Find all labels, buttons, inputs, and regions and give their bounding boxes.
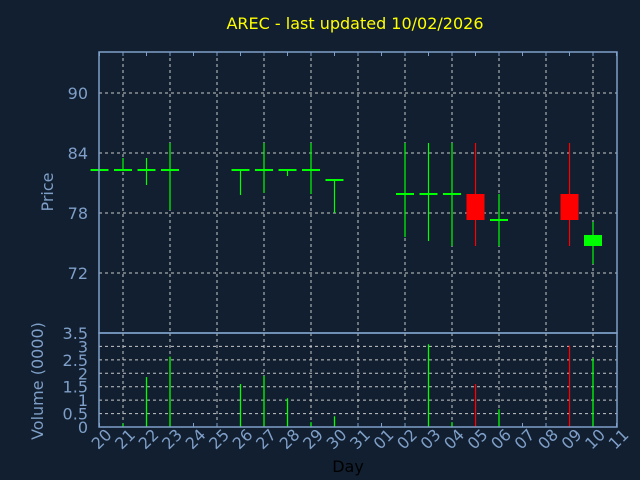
candle-29 bbox=[302, 143, 320, 194]
x-axis-label: Day bbox=[332, 457, 364, 476]
candle-04 bbox=[443, 143, 461, 246]
candle-26 bbox=[231, 169, 250, 195]
volume-tick-label: 2.5 bbox=[63, 351, 88, 370]
candle-21 bbox=[114, 158, 132, 171]
candle-body bbox=[490, 219, 508, 221]
candle-body bbox=[419, 193, 438, 195]
candle-02 bbox=[396, 143, 414, 237]
volume-axis-label: Volume (0000) bbox=[28, 322, 47, 440]
candle-body bbox=[231, 169, 250, 171]
volume-tick-label: 0 bbox=[78, 418, 88, 437]
candle-body bbox=[302, 169, 320, 171]
candle-body bbox=[466, 194, 485, 220]
candle-30 bbox=[325, 179, 344, 213]
candle-body bbox=[114, 169, 132, 171]
candle-body bbox=[278, 169, 297, 171]
volume-tick-label: 0.5 bbox=[63, 405, 88, 424]
candle-28 bbox=[278, 169, 297, 176]
chart-title: AREC - last updated 10/02/2026 bbox=[226, 14, 483, 33]
candle-27 bbox=[255, 143, 273, 193]
volume-tick-label: 2 bbox=[78, 364, 88, 383]
candle-06 bbox=[490, 194, 508, 246]
price-tick-label: 78 bbox=[68, 204, 88, 223]
price-tick-label: 72 bbox=[68, 264, 88, 283]
candle-body bbox=[584, 235, 602, 246]
volume-tick-label: 1.5 bbox=[63, 378, 88, 397]
x-tick-label: 11 bbox=[605, 425, 633, 453]
candle-body bbox=[325, 179, 344, 181]
candle-body bbox=[560, 194, 579, 220]
price-tick-label: 90 bbox=[68, 84, 88, 103]
candle-22 bbox=[137, 158, 156, 185]
candle-body bbox=[396, 193, 414, 195]
candle-03 bbox=[419, 143, 438, 241]
volume-tick-label: 3 bbox=[78, 337, 88, 356]
candle-10 bbox=[584, 222, 602, 264]
candle-body bbox=[137, 169, 156, 171]
candle-09 bbox=[560, 143, 579, 246]
candle-body bbox=[161, 169, 179, 171]
volume-plot-frame bbox=[98, 332, 618, 428]
price-axis-label: Price bbox=[38, 172, 57, 211]
volume-tick-label: 1 bbox=[78, 391, 88, 410]
candle-body bbox=[255, 169, 273, 171]
price-tick-label: 84 bbox=[68, 144, 88, 163]
candle-body bbox=[443, 193, 461, 195]
volume-tick-label: 3.5 bbox=[63, 324, 88, 343]
candle-23 bbox=[161, 143, 179, 210]
candle-05 bbox=[466, 143, 485, 246]
